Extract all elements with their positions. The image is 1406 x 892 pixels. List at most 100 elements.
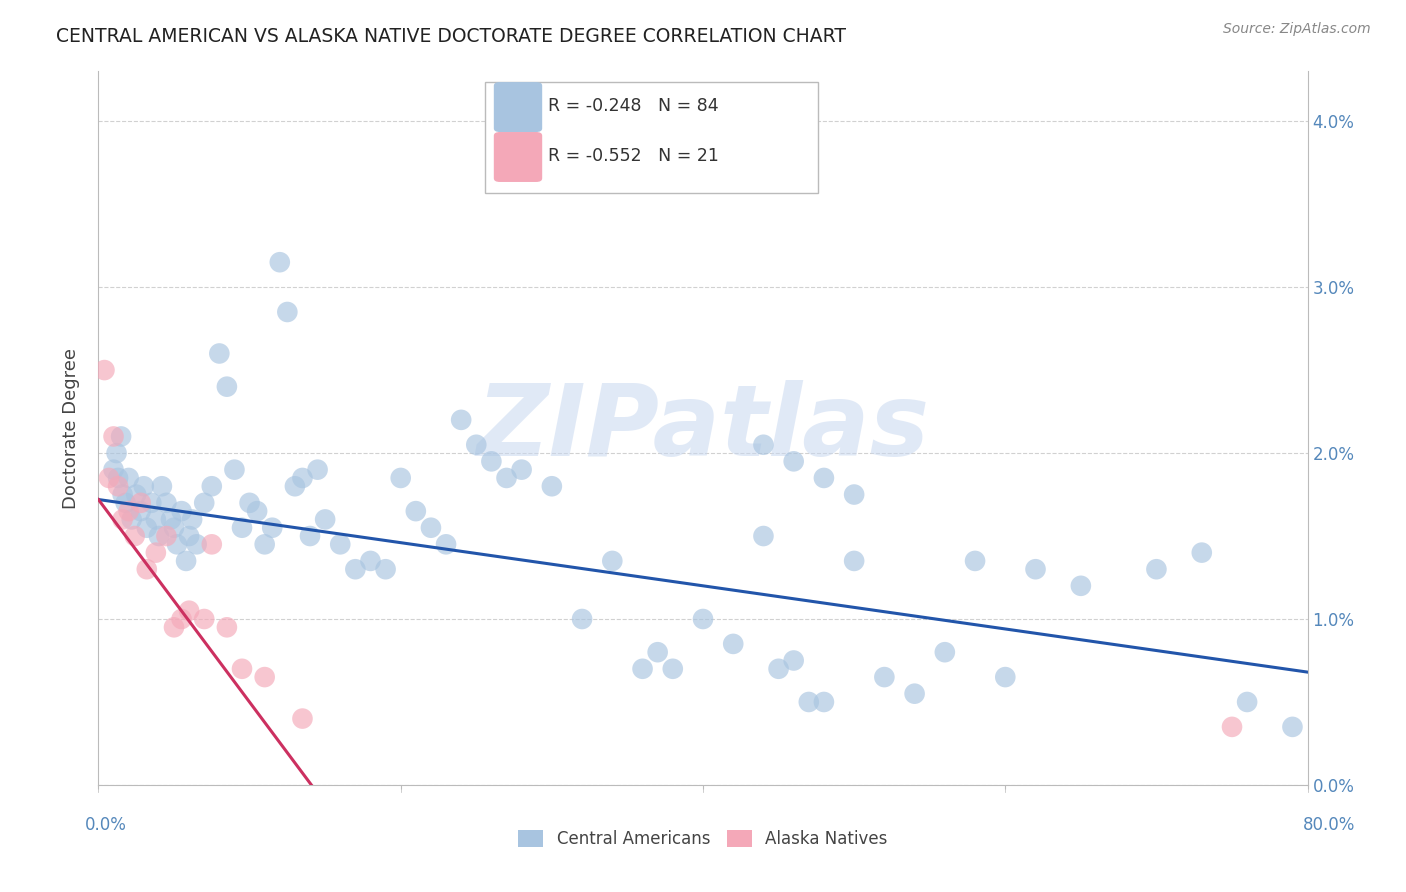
Point (495, 471, 517, 485)
Point (145, 512, 167, 526)
Point (135, 562, 157, 576)
Point (434, 537, 457, 551)
Text: 80.0%: 80.0% (1302, 816, 1355, 834)
Point (405, 504, 427, 518)
Point (118, 504, 141, 518)
Point (215, 620, 238, 634)
Point (1191, 546, 1213, 560)
Point (768, 662, 790, 676)
Point (239, 496, 262, 510)
Point (163, 521, 186, 535)
Point (307, 463, 329, 477)
Point (1281, 720, 1303, 734)
Legend: Central Americans, Alaska Natives: Central Americans, Alaska Natives (512, 823, 894, 855)
Point (783, 653, 806, 667)
FancyBboxPatch shape (494, 82, 543, 132)
Point (1146, 562, 1168, 576)
Point (114, 496, 136, 510)
Point (420, 521, 443, 535)
Point (103, 463, 125, 477)
Point (450, 413, 472, 427)
Point (181, 512, 204, 526)
Point (145, 546, 167, 560)
FancyBboxPatch shape (485, 82, 818, 193)
Point (465, 438, 488, 452)
Point (602, 554, 624, 568)
Point (329, 537, 352, 551)
Point (276, 305, 298, 319)
Point (813, 695, 835, 709)
Point (193, 496, 215, 510)
Point (150, 479, 173, 493)
Point (111, 487, 134, 501)
Point (93, 363, 115, 377)
Text: 0.0%: 0.0% (84, 816, 127, 834)
Point (231, 521, 253, 535)
Point (360, 554, 382, 568)
Point (269, 255, 291, 269)
Point (141, 496, 163, 510)
Point (314, 512, 336, 526)
Point (193, 612, 215, 626)
Point (135, 521, 157, 535)
Point (661, 662, 683, 676)
Point (291, 471, 314, 485)
Point (904, 687, 927, 701)
Point (132, 479, 155, 493)
Point (994, 670, 1017, 684)
Text: R = -0.248   N = 84: R = -0.248 N = 84 (548, 96, 718, 114)
Point (98, 471, 121, 485)
Point (224, 463, 246, 477)
Point (344, 562, 367, 576)
Y-axis label: Doctorate Degree: Doctorate Degree (62, 348, 80, 508)
Point (174, 554, 197, 568)
Point (215, 379, 238, 393)
Text: CENTRAL AMERICAN VS ALASKA NATIVE DOCTORATE DEGREE CORRELATION CHART: CENTRAL AMERICAN VS ALASKA NATIVE DOCTOR… (56, 27, 846, 45)
Point (170, 612, 193, 626)
Point (540, 479, 562, 493)
Point (813, 471, 835, 485)
Point (201, 479, 224, 493)
Point (107, 471, 129, 485)
Point (110, 429, 132, 443)
Point (844, 487, 866, 501)
Point (125, 487, 148, 501)
Point (797, 695, 820, 709)
Point (262, 521, 284, 535)
Point (111, 512, 134, 526)
Point (163, 620, 186, 634)
Point (571, 612, 593, 626)
Point (253, 670, 276, 684)
Point (129, 504, 152, 518)
Point (1220, 720, 1243, 734)
Point (389, 471, 412, 485)
Point (752, 529, 775, 543)
Point (873, 670, 896, 684)
Point (155, 496, 177, 510)
Point (631, 662, 654, 676)
Point (1024, 562, 1046, 576)
Point (783, 454, 806, 468)
Point (186, 537, 208, 551)
Point (844, 554, 866, 568)
Point (160, 512, 183, 526)
Point (510, 463, 533, 477)
FancyBboxPatch shape (494, 132, 543, 182)
Point (723, 637, 745, 651)
Text: ZIPatlas: ZIPatlas (477, 380, 929, 476)
Point (155, 529, 177, 543)
Point (1236, 695, 1258, 709)
Point (208, 346, 231, 360)
Point (121, 512, 143, 526)
Point (107, 479, 129, 493)
Point (481, 454, 503, 468)
Point (201, 537, 224, 551)
Point (124, 529, 146, 543)
Point (934, 645, 956, 659)
Point (170, 504, 193, 518)
Point (965, 554, 987, 568)
Point (299, 529, 322, 543)
Point (103, 429, 125, 443)
Point (105, 446, 128, 460)
Point (118, 471, 141, 485)
